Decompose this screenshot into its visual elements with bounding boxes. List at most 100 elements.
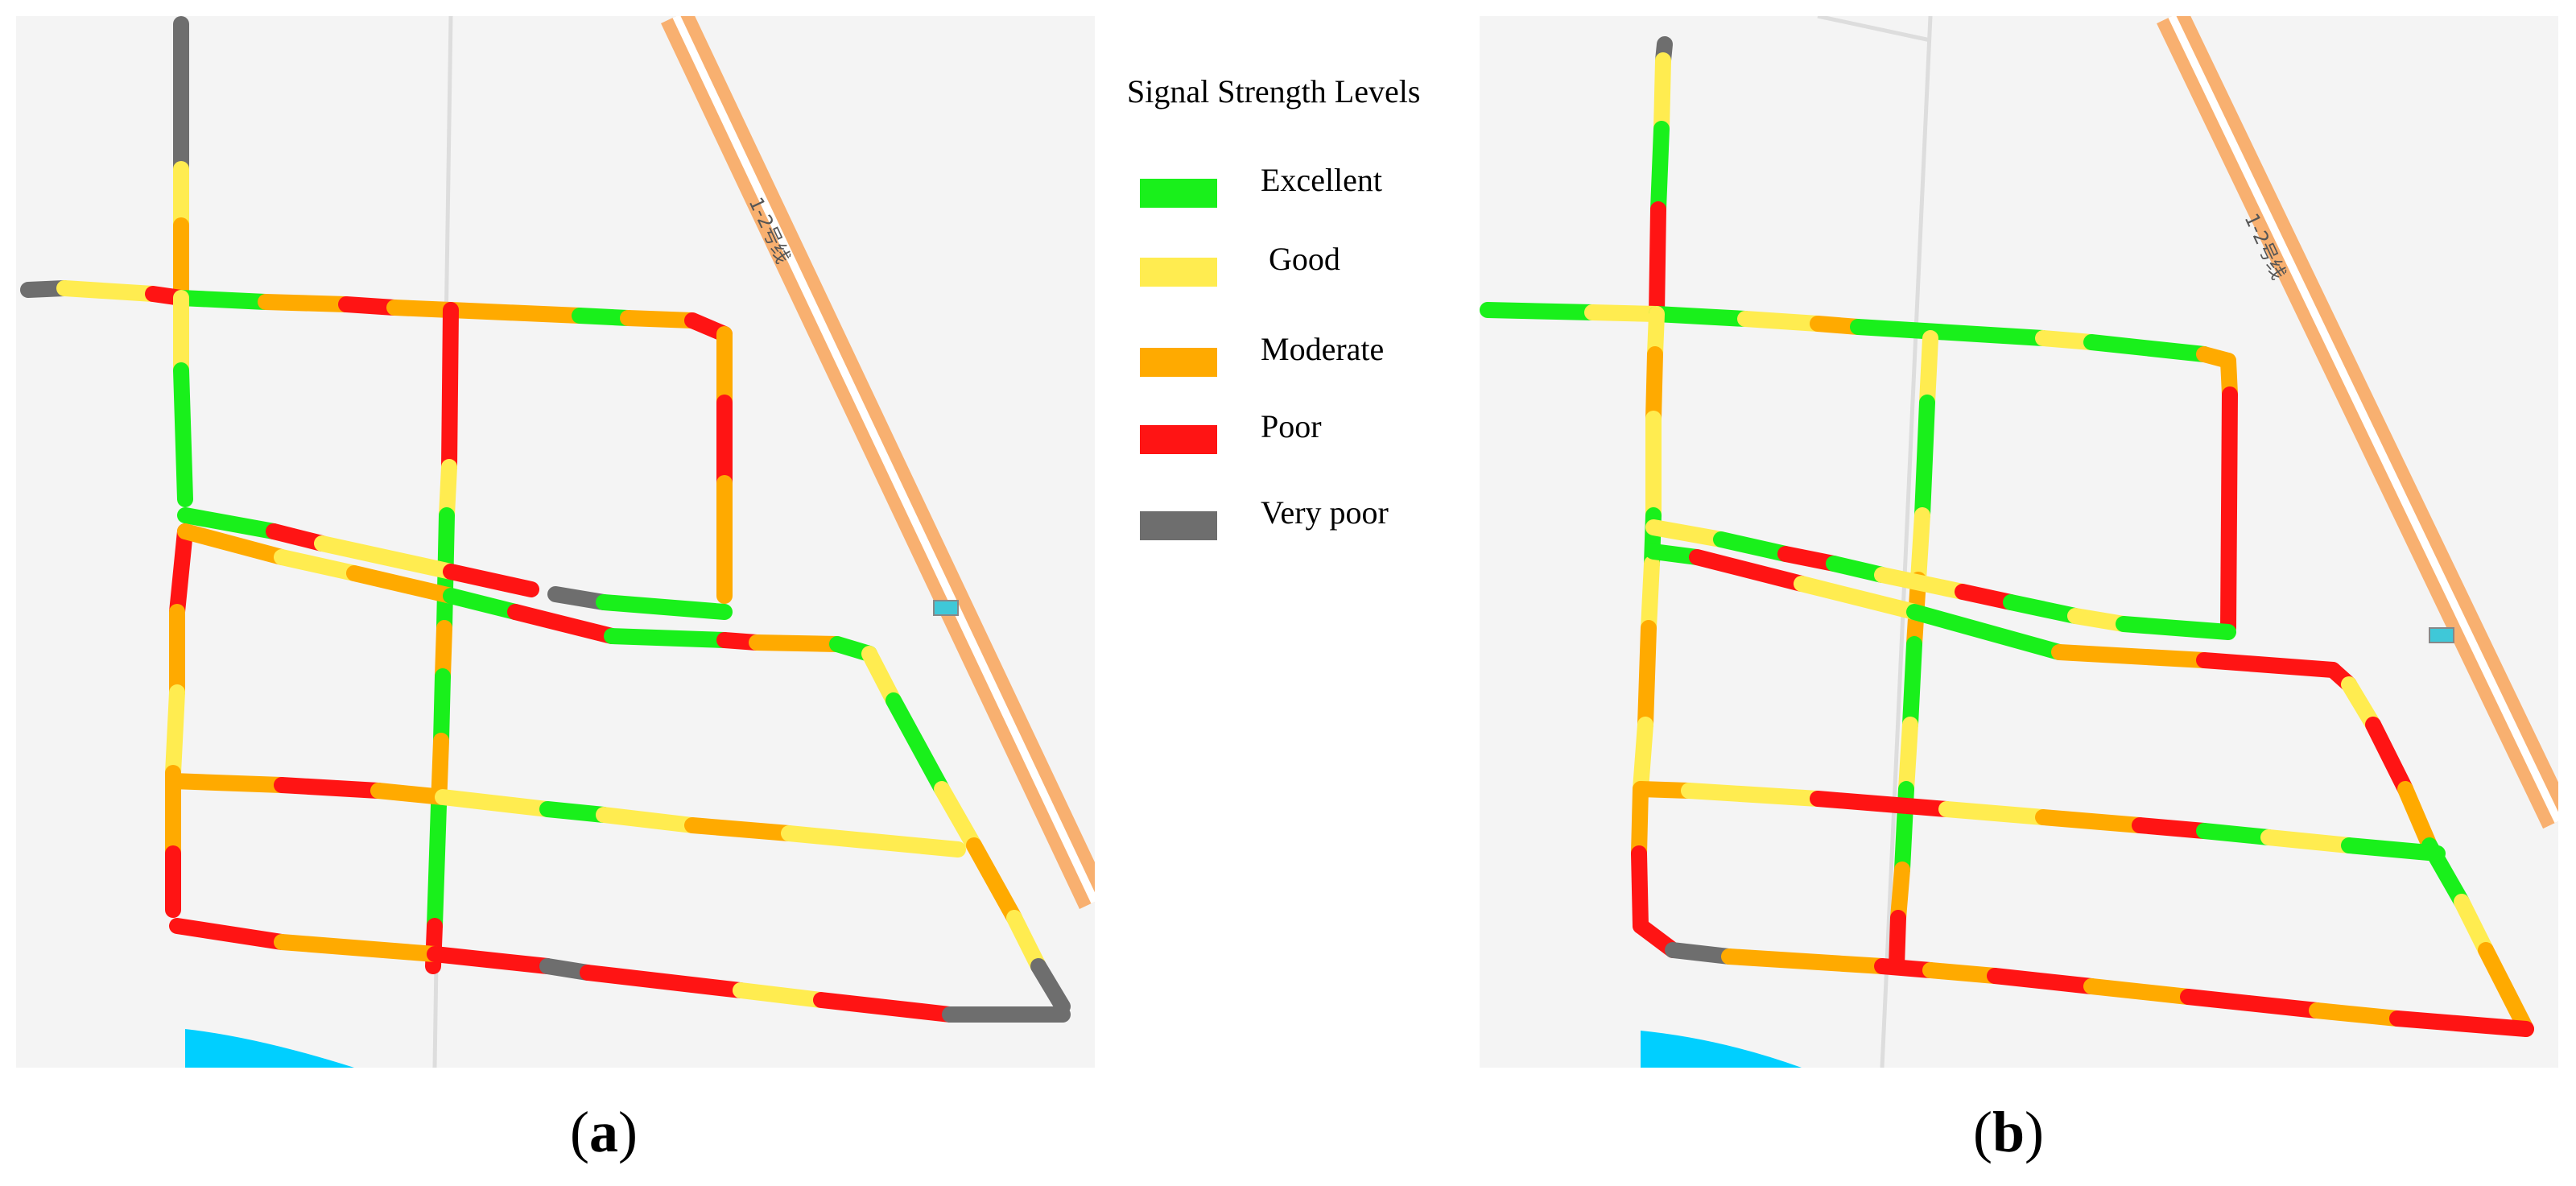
route-segment [1665,942,1737,965]
route-segment [2035,330,2099,350]
route-segment [1006,910,1046,974]
route-segment [314,535,459,580]
highway [661,16,1095,909]
route-segment [2180,989,2325,1019]
route-segment [258,294,354,312]
caption-paren-close: ) [618,1100,638,1164]
route-segment [346,565,459,604]
legend-label: Good [1269,241,1340,277]
route-segment [1902,636,1922,733]
route-segment [1681,783,1826,807]
route-segment [1987,968,2099,994]
minor-road [1880,16,1933,1068]
route-segment [274,934,443,962]
route-segment [2309,1002,2405,1027]
legend-label: Poor [1261,408,1322,444]
route-segment [1919,330,1938,411]
route-segment [370,783,451,805]
route-segment [539,801,612,823]
route-segment [934,781,982,853]
route-segment [2365,717,2413,797]
route-segment [2083,334,2212,362]
route-segment [1874,567,1971,600]
drive-route-a [20,16,1071,1023]
route-segment [580,965,749,998]
route-segment [427,797,447,934]
route-segment [443,564,539,597]
map-panel-a: 1-2号线 [16,16,1095,1068]
caption-paren-close: ) [2025,1100,2044,1164]
river [1641,1031,1802,1068]
route-segment [177,507,282,539]
route-segment [1633,781,1697,799]
route-segment [1914,395,1935,523]
route-segment [1650,121,1670,217]
route-segment [572,308,636,326]
route-segment [2220,386,2238,636]
route-segment [2035,809,2148,833]
map-panel-b: 1-2号线 [1480,16,2558,1068]
route-segment [596,807,700,833]
route-segment [2397,781,2438,853]
route-segment [1874,958,1938,978]
route-segment [1689,549,1810,592]
legend-label: Moderate [1261,331,1385,367]
legend-item-moderate: Moderate [1140,330,1478,378]
highway-sign [2429,627,2454,643]
legend-label: Excellent [1261,162,1383,198]
route-segment [2003,594,2083,624]
caption-paren-open: ( [570,1100,589,1164]
route-segment [596,594,733,620]
route-segment [433,668,451,749]
route-segment [2067,608,2132,632]
route-segment [427,946,555,974]
route-segment [2132,817,2212,839]
route-segment [2196,823,2277,845]
route-segment [2478,942,2534,1037]
route-segment [266,523,330,552]
route-segment [1850,319,2051,346]
legend-item-good: Good [1140,240,1478,288]
route-segment [169,918,290,950]
route-segment [441,302,459,475]
route-segment [177,523,290,565]
route-segment [1633,717,1653,797]
route-segment [338,296,402,316]
route-segment [733,982,829,1008]
route-segment [443,302,588,324]
map-canvas-a: 1-2号线 [20,16,1095,1068]
route-segment [1480,302,1600,320]
legend-title: Signal Strength Levels [1127,73,1421,110]
route-segment [2083,978,2196,1005]
highway [2157,16,2558,829]
route-segment [274,777,386,799]
legend-swatch [1140,348,1217,377]
route-segment [1641,556,1660,636]
route-segment [1810,791,1955,817]
legend-swatch [1140,425,1217,454]
legend-item-poor: Poor [1140,407,1478,456]
route-segment [1631,781,1649,862]
route-segment [1938,801,2051,825]
route-segment [2051,644,2212,668]
route-segment [1890,862,1910,926]
route-segment [1584,304,1665,322]
route-segment [56,280,161,302]
caption-b: (b) [1928,1099,2089,1166]
route-segment [1713,531,1794,562]
route-segment [2341,837,2446,862]
route-segment [749,634,845,652]
route-segment [1645,346,1663,427]
route-segment [274,549,362,581]
route-segment [886,692,950,797]
route-segment [439,459,457,523]
route-segment [1922,962,2003,984]
route-segment [173,362,193,507]
route-segment [507,604,620,644]
route-segment [1645,519,1729,548]
route-segment [173,290,274,310]
route-segment [1889,910,1906,974]
highway-sign [933,600,959,616]
route-segment [1631,845,1649,934]
route-segment [1649,201,1666,322]
